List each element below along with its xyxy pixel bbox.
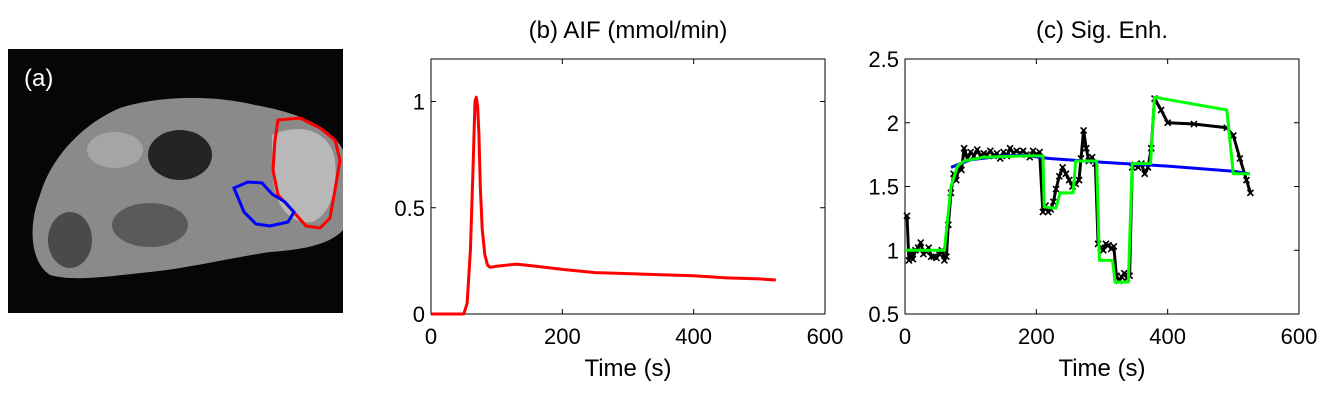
sig-enh-data-point-marker xyxy=(1242,176,1251,184)
sig-enh-data-point-marker xyxy=(1110,242,1118,250)
sig-enh-x-tick-label: 400 xyxy=(1149,324,1186,349)
sig-enh-y-tick-label: 2 xyxy=(887,111,899,136)
sig-enh-x-tick-label: 600 xyxy=(1281,324,1318,349)
sig-enh-data-point-marker xyxy=(1164,119,1172,127)
aif-y-tick-label: 0.5 xyxy=(394,196,425,221)
tissue-mid-region xyxy=(112,203,188,247)
sig-enh-data-point-marker xyxy=(1006,144,1014,152)
tissue-dark-region xyxy=(148,130,212,180)
sig-enh-data-point-marker xyxy=(1049,198,1057,206)
sig-enh-y-tick-label: 1.5 xyxy=(868,175,899,200)
sig-enh-data-point-marker xyxy=(1059,163,1067,171)
blue-roi-outline xyxy=(232,180,296,228)
aif-x-tick-label: 400 xyxy=(675,324,712,349)
sig-enh-series-group xyxy=(903,94,1254,285)
panel-a-label: (a) xyxy=(24,65,53,92)
sig-enh-data-point-marker xyxy=(1229,131,1237,140)
sig-enh-data-point-marker xyxy=(935,250,943,258)
aif-series-line-1 xyxy=(431,95,776,316)
sig-enh-data-point-marker xyxy=(960,144,968,152)
sig-enh-data-point-marker xyxy=(1075,176,1083,184)
aif-y-tick-label: 0 xyxy=(413,302,425,327)
sig-enh-data-point-marker xyxy=(1157,106,1165,114)
sig-enh-y-tick-label: 2.5 xyxy=(868,47,899,72)
sig-enh-data-point-marker xyxy=(1088,153,1096,161)
sig-enh-data-point-marker xyxy=(1118,273,1126,281)
aif-x-tick-label: 600 xyxy=(807,324,844,349)
aif-x-tick-label: 0 xyxy=(425,324,437,349)
sig-enh-plot-frame xyxy=(904,58,1300,315)
aif-x-axis-label: Time (s) xyxy=(584,355,671,382)
sig-enh-data-point-marker xyxy=(1052,185,1060,193)
sig-enh-data-point-marker xyxy=(909,255,917,263)
mri-image-panel: (a) xyxy=(8,49,343,313)
tissue-light-region xyxy=(87,132,143,168)
sig-enh-data-point-marker xyxy=(1082,144,1090,152)
aif-chart: (b) AIF (mmol/min) 0 200 400 600 0 0.5 1 Time … xyxy=(394,17,843,382)
sig-enh-series-line-1 xyxy=(905,97,1252,283)
sig-enh-x-axis-label: Time (s) xyxy=(1058,355,1145,382)
sig-enh-data-point-marker xyxy=(903,212,911,220)
sig-enh-data-point-marker xyxy=(1236,154,1244,163)
sig-enh-y-tick-label: 0.5 xyxy=(868,302,899,327)
sig-enh-data-point-marker xyxy=(1036,148,1044,156)
sig-enh-data-point-marker xyxy=(942,253,950,261)
sig-enh-x-tick-label: 0 xyxy=(899,324,911,349)
aif-plot-frame xyxy=(430,58,826,315)
sig-enh-data-point-marker xyxy=(1055,172,1063,180)
aif-series-group xyxy=(431,95,776,316)
sig-enh-chart: (c) Sig. Enh. 0 200 400 600 0.5 1 1.5 2 2.5 Time… xyxy=(868,17,1317,382)
sig-enh-data-point-marker xyxy=(1099,246,1107,254)
sig-enh-data-point-marker xyxy=(1105,241,1113,249)
sig-enh-data-point-marker xyxy=(986,147,994,155)
sig-enh-data-point-marker xyxy=(957,166,966,174)
sig-enh-data-point-marker xyxy=(1190,120,1198,128)
sig-enh-y-tick-label: 1 xyxy=(887,238,899,263)
sig-enh-data-point-marker xyxy=(1062,170,1070,178)
sig-enh-series-line-3 xyxy=(905,95,1250,284)
sig-enh-data-point-marker xyxy=(1080,126,1088,134)
aif-x-tick-label: 200 xyxy=(544,324,581,349)
sig-enh-data-point-marker xyxy=(927,253,935,261)
tissue-lower-region xyxy=(48,212,92,268)
sig-enh-data-point-marker xyxy=(1039,208,1047,216)
sig-enh-data-point-marker xyxy=(1246,189,1254,197)
sig-enh-data-point-marker xyxy=(905,256,913,265)
sig-enh-data-point-marker xyxy=(932,254,941,262)
sig-enh-data-point-marker xyxy=(917,239,925,247)
sig-enh-x-tick-label: 200 xyxy=(1018,324,1055,349)
aif-y-tick-label: 1 xyxy=(413,90,425,115)
sig-enh-data-point-marker xyxy=(973,145,981,154)
red-roi-outline xyxy=(271,116,342,230)
tissue-bright-region xyxy=(272,128,336,223)
aif-axis-ticks: 0 200 400 600 0 0.5 1 xyxy=(394,59,843,349)
aif-chart-title: (b) AIF (mmol/min) xyxy=(529,17,728,44)
sig-enh-data-point-marker xyxy=(1065,176,1073,184)
sig-enh-axis-ticks: 0 200 400 600 0.5 1 1.5 2 2.5 xyxy=(868,47,1317,349)
sig-enh-chart-title: (c) Sig. Enh. xyxy=(1036,17,1168,44)
sig-enh-data-point-marker xyxy=(1141,170,1149,178)
sig-enh-data-point-marker xyxy=(1120,269,1128,277)
sig-enh-data-point-marker xyxy=(940,256,948,265)
